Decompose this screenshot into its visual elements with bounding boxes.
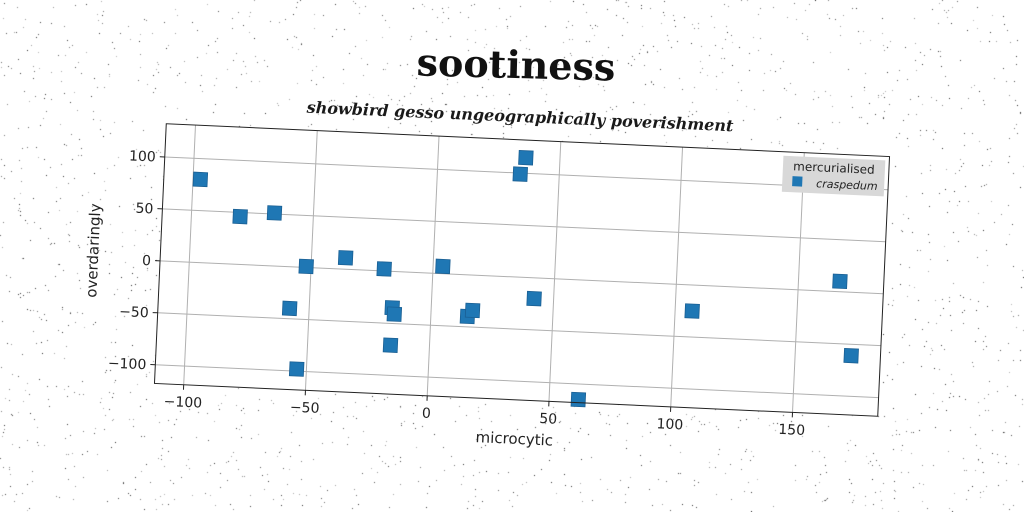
data-point	[288, 361, 305, 377]
data-point	[518, 150, 534, 166]
data-point	[281, 300, 298, 317]
data-point	[684, 303, 700, 319]
x-tick-label: 50	[539, 411, 558, 428]
data-point	[232, 208, 248, 225]
chart-subtitle: showbird gesso ungeographically poverish…	[305, 98, 734, 136]
data-point	[192, 171, 209, 188]
data-point	[386, 306, 403, 322]
x-tick-label: 0	[422, 406, 432, 422]
y-tick-label: −50	[119, 304, 149, 321]
plot-area: −100 −50 0 50 100 150 −100 −50 0 50 100 microcytic…	[82, 123, 891, 450]
y-gridline	[155, 364, 879, 399]
legend-box	[781, 155, 886, 197]
data-point	[376, 261, 392, 277]
x-axis-label: microcytic	[475, 428, 553, 449]
x-tick-label: 150	[778, 422, 805, 439]
chart-title: sootiness	[416, 39, 616, 89]
y-tick-label: 50	[135, 201, 154, 218]
y-tick-label: 0	[142, 253, 152, 269]
x-gridline	[670, 147, 684, 407]
x-gridline	[548, 141, 562, 402]
y-gridline	[160, 260, 884, 295]
data-point	[464, 302, 481, 319]
data-point	[266, 205, 283, 221]
plot-background	[154, 123, 890, 417]
legend-label-craspedum: craspedum	[816, 177, 878, 193]
data-point	[526, 290, 542, 307]
y-gridline	[157, 312, 881, 347]
data-point	[435, 258, 451, 275]
x-gridline	[426, 136, 440, 396]
y-tick-label: 100	[129, 148, 156, 165]
y-tick-label: −100	[108, 356, 147, 374]
x-tick-label: −50	[290, 400, 320, 417]
data-point	[570, 391, 587, 408]
data-point	[832, 273, 848, 290]
legend: mercurialised craspedum	[781, 155, 886, 197]
x-tick-label: 100	[656, 416, 683, 433]
series-markers	[192, 150, 859, 408]
legend-title: mercurialised	[793, 159, 875, 177]
x-gridline	[791, 152, 805, 413]
data-point	[337, 250, 354, 266]
x-tick-label: −100	[163, 394, 202, 412]
x-gridline	[183, 125, 196, 385]
data-point	[512, 166, 528, 182]
data-point	[382, 337, 399, 353]
y-gridline	[162, 208, 886, 243]
ticks: −100 −50 0 50 100 150 −100 −50 0 50 100	[108, 148, 806, 439]
y-axis-label: overdaringly	[82, 203, 104, 298]
plot-frame	[153, 123, 891, 417]
legend-marker-craspedum	[792, 176, 803, 187]
data-point	[843, 348, 859, 364]
data-point	[298, 258, 314, 275]
grid	[155, 125, 889, 413]
